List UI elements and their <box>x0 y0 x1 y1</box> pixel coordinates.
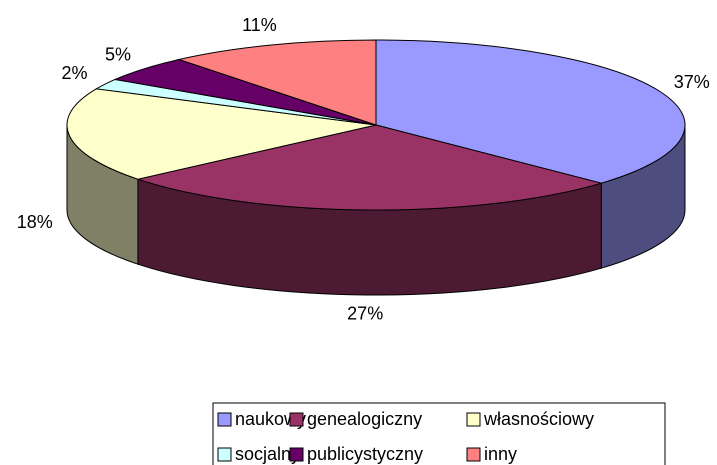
legend-label: inny <box>484 444 517 464</box>
pie-slice <box>136 124 604 211</box>
legend-label: socjalny <box>235 444 300 464</box>
pie-slice <box>177 39 377 126</box>
data-label: 5% <box>105 44 131 64</box>
pie-slice <box>375 39 686 184</box>
pie-tops <box>66 39 686 211</box>
data-label: 11% <box>242 15 277 35</box>
legend-swatch <box>466 412 481 427</box>
legend-label: naukowy <box>235 409 306 429</box>
legend-box <box>212 402 666 465</box>
legend-swatch <box>289 412 304 427</box>
data-label: 18% <box>17 212 53 232</box>
legend: naukowy genealogiczny własnościowy socjalny… <box>217 409 594 464</box>
legend-swatch <box>217 447 232 462</box>
data-label: 37% <box>674 72 710 92</box>
data-label: 2% <box>62 63 88 83</box>
legend-label: własnościowy <box>483 409 594 429</box>
legend-label: publicystyczny <box>307 444 423 464</box>
legend-label: genealogiczny <box>307 409 422 429</box>
legend-swatch <box>289 447 304 462</box>
pie-walls <box>66 124 686 296</box>
legend-swatch <box>466 447 481 462</box>
legend-swatch <box>217 412 232 427</box>
data-label: 27% <box>347 304 383 324</box>
data-labels: 37% 27% 18% 2% 5% 11% <box>17 15 710 324</box>
pie-slice <box>66 88 377 180</box>
